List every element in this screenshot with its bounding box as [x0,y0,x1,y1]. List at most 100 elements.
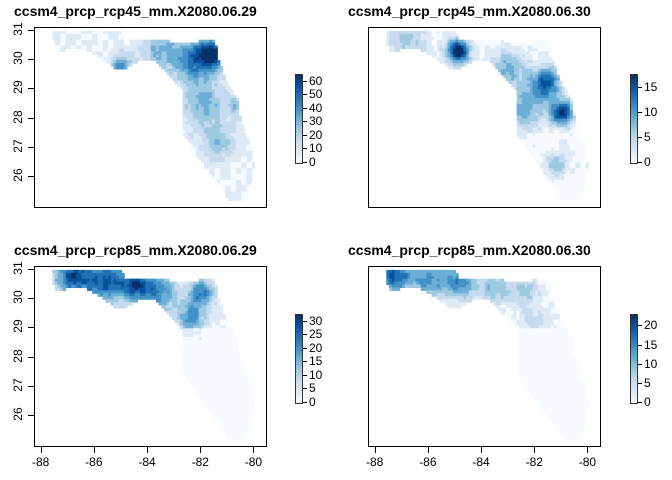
raster-cell [214,150,218,155]
raster-cell [198,77,202,82]
raster-cell [185,354,189,359]
raster-cell [524,103,528,108]
raster-cell [521,89,526,93]
raster-cell [394,30,398,35]
raster-cell [201,348,205,353]
raster-cell [214,121,218,125]
raster-cell [468,287,473,291]
raster-cell [78,269,83,274]
raster-cell [124,42,128,47]
raster-cell [505,54,510,58]
raster-cell [76,39,80,44]
raster-cell [102,54,107,58]
raster-cell [97,51,101,55]
raster-cell [246,185,250,190]
raster-cell [580,174,584,178]
raster-cell [524,290,528,294]
raster-cell [150,296,154,300]
raster-cell [142,39,146,44]
raster-cell [527,92,531,96]
raster-cell [527,98,531,102]
raster-cell [217,156,221,160]
raster-cell [434,281,438,286]
raster-cell [206,80,210,85]
raster-cell [532,293,536,297]
raster-cell [540,71,544,76]
raster-cell [201,45,205,50]
raster-cell [246,147,250,152]
raster-cell [537,95,542,99]
raster-cell [70,269,75,274]
raster-cell [190,325,194,329]
raster-cell [577,176,582,181]
raster-cell [444,296,449,300]
raster-cell [551,118,555,123]
raster-cell [182,45,186,50]
raster-cell [193,51,197,55]
raster-cell [110,51,115,55]
raster-cell [524,65,528,70]
raster-cell [113,290,117,294]
raster-cell [521,138,526,143]
raster-cell [420,45,425,50]
raster-cell [561,165,566,169]
raster-cell [198,363,202,367]
raster-cell [524,296,528,300]
raster-cell [559,98,563,102]
raster-cell [450,284,454,289]
raster-cell [203,342,208,347]
raster-cell [211,284,216,289]
raster-cell [219,136,224,140]
raster-cell [179,299,184,303]
raster-cell [102,281,107,286]
raster-cell [182,103,186,108]
raster-cell [559,83,563,87]
raster-cell [211,48,216,52]
raster-cell [171,284,176,289]
raster-cell [235,415,240,420]
y-tick [28,175,34,177]
raster-cell [233,348,237,353]
raster-cell [407,42,411,47]
raster-cell [246,165,250,169]
raster-cell [537,89,542,93]
raster-cell [73,39,77,44]
raster-cell [201,328,205,332]
raster-cell [203,284,208,289]
raster-cell [235,366,240,370]
raster-cell [100,36,104,41]
raster-cell [529,80,534,85]
raster-cell [444,60,449,64]
raster-cell [529,68,534,73]
raster-cell [118,290,123,294]
raster-cell [524,322,528,326]
raster-cell [206,357,210,362]
raster-cell [391,281,395,286]
raster-cell [484,54,488,58]
raster-cell [217,375,221,379]
raster-cell [388,275,393,280]
raster-cell [217,342,221,347]
raster-cell [156,60,160,64]
raster-cell [185,281,189,286]
raster-cell [164,278,168,283]
raster-cell [545,153,550,158]
raster-cell [577,147,582,152]
raster-cell [391,269,395,274]
raster-cell [575,171,579,175]
raster-cell [537,60,542,64]
raster-cell [249,162,253,166]
raster-cell [206,57,210,61]
raster-cell [52,42,56,47]
raster-cell [225,150,229,155]
raster-cell [569,179,574,184]
raster-cell [84,30,88,35]
raster-cell [233,424,237,429]
raster-cell [511,48,515,52]
raster-cell [193,45,197,50]
raster-cell [540,68,544,73]
raster-cell [201,398,205,402]
raster-cell [559,165,563,169]
raster-cell [214,144,218,149]
raster-cell [415,45,419,50]
